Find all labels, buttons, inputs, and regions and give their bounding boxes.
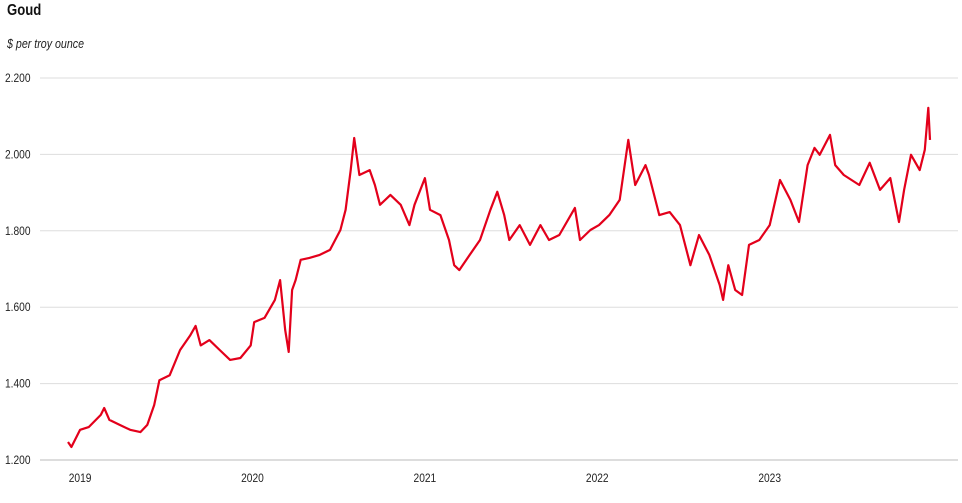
- x-tick-label: 2023: [758, 472, 781, 485]
- x-tick-label: 2019: [69, 472, 92, 485]
- y-tick-label: 1.400: [5, 378, 31, 391]
- chart-title: Goud: [7, 2, 42, 19]
- gold-price-line: [67, 106, 932, 449]
- y-tick-label: 2.200: [5, 72, 31, 85]
- y-tick-label: 1.600: [5, 302, 31, 315]
- x-tick-label: 2020: [241, 472, 264, 485]
- y-tick-label: 1.800: [5, 225, 31, 238]
- y-tick-label: 2.000: [5, 149, 31, 162]
- y-tick-label: 1.200: [5, 454, 31, 467]
- x-tick-label: 2022: [586, 472, 609, 485]
- chart-subtitle: $ per troy ounce: [7, 36, 85, 51]
- x-tick-label: 2021: [414, 472, 437, 485]
